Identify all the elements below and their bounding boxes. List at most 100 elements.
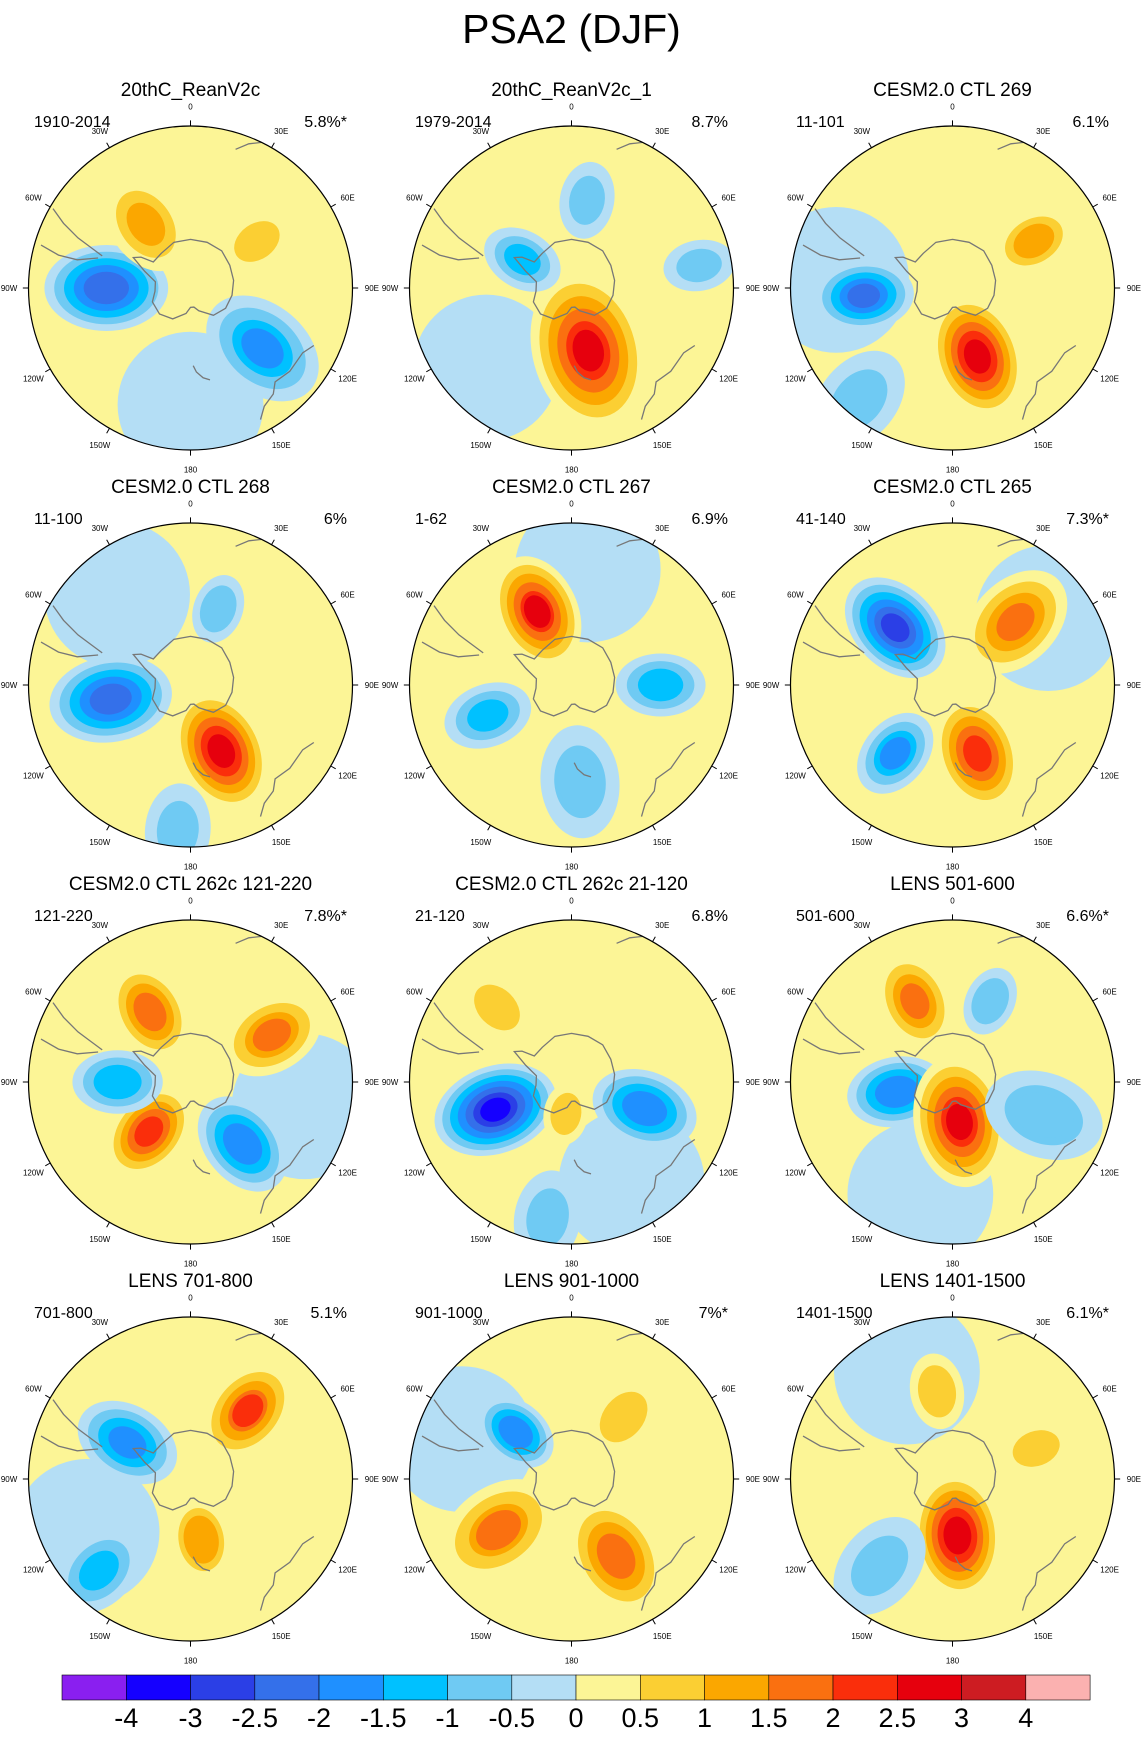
- colorbar-tick-label: 1: [696, 1703, 713, 1733]
- weak-anomaly: [44, 523, 190, 668]
- contour-level: [879, 1079, 914, 1105]
- lon-label: 150E: [272, 1632, 291, 1641]
- panel-title: LENS 901-1000: [503, 1271, 640, 1292]
- lon-label: 60E: [721, 590, 735, 599]
- panel-variance: 6.1%: [1072, 114, 1109, 131]
- contour-level: [850, 1535, 909, 1597]
- lon-tick: [487, 1333, 491, 1339]
- lon-label: 120E: [719, 1566, 738, 1575]
- colorbar-tick-label: -1: [435, 1703, 460, 1733]
- lon-label: 0: [950, 1294, 955, 1303]
- lon-label: 90W: [382, 1475, 399, 1484]
- lon-label: 0: [569, 103, 574, 112]
- lon-label: 150E: [653, 441, 672, 450]
- lon-label: 30E: [1036, 1318, 1050, 1327]
- contour-level: [945, 1519, 970, 1552]
- lon-label: 30E: [1036, 524, 1050, 533]
- lon-label: 60W: [787, 1384, 804, 1393]
- lon-label: 150E: [272, 441, 291, 450]
- polar-map: 0 30E 60E 90E 120E 150E 180 150W 120W 90W 60W 30W: [382, 500, 760, 872]
- lon-tick: [711, 1162, 717, 1167]
- lon-label: 90W: [1, 1078, 18, 1087]
- panel-title: CESM2.0 CTL 265: [873, 477, 1032, 498]
- contour-level: [523, 595, 551, 628]
- lon-tick: [1092, 600, 1098, 605]
- contour-level: [480, 1097, 511, 1122]
- panel-title: CESM2.0 CTL 267: [492, 477, 651, 498]
- panel-title: CESM2.0 CTL 262c 121-220: [68, 874, 313, 895]
- panel-title: CESM2.0 CTL 269: [873, 80, 1032, 101]
- lon-tick: [45, 1162, 51, 1167]
- lon-label: 90W: [763, 1078, 780, 1087]
- lon-tick: [45, 765, 51, 770]
- lon-label: 30W: [473, 127, 490, 136]
- lon-tick: [807, 368, 813, 373]
- lon-tick: [711, 1394, 717, 1399]
- lon-label: 120W: [23, 1169, 44, 1178]
- polar-map: 0 30E 60E 90E 120E 150E 180 150W 120W 90W 60W 30W: [763, 1294, 1141, 1666]
- lon-label: 120W: [404, 375, 425, 384]
- lon-tick: [106, 1333, 110, 1339]
- colorbar-tick-label: -4: [114, 1703, 139, 1733]
- coastline: [512, 1429, 616, 1511]
- lon-label: 180: [946, 1656, 960, 1665]
- lon-tick: [807, 203, 813, 208]
- contour-level: [879, 737, 911, 770]
- coastline: [573, 1159, 592, 1175]
- map-panel: LENS 901-1000 901-1000 7%* 0 30E 60E 90E 120E 15…: [381, 1191, 762, 1665]
- panel-variance: 7.3%*: [1066, 511, 1109, 528]
- lon-label: 90E: [1127, 284, 1141, 293]
- colorbar-tick-label: -2.5: [231, 1703, 279, 1733]
- coastline: [421, 641, 480, 658]
- colorbar-labels: -4 -3 -2.5 -2 -1.5 -1 -0.5 0 0.5 1 1.5 2 2.5 3 4: [0, 1702, 1143, 1736]
- lon-tick: [807, 765, 813, 770]
- panel-period: 41-140: [796, 511, 846, 528]
- coastline: [131, 238, 235, 320]
- lon-tick: [487, 936, 491, 942]
- panel-variance: 8.7%: [691, 114, 728, 131]
- lon-tick: [330, 600, 336, 605]
- polar-map: 0 30E 60E 90E 120E 150E 180 150W 120W 90W 60W 30W: [763, 897, 1141, 1269]
- lon-label: 60W: [25, 193, 42, 202]
- lon-label: 90W: [763, 681, 780, 690]
- coastline: [433, 208, 484, 257]
- lon-label: 60W: [787, 987, 804, 996]
- lon-tick: [487, 428, 491, 434]
- lon-tick: [1033, 539, 1037, 545]
- lon-tick: [271, 1333, 275, 1339]
- colorbar-tick-label: 0: [568, 1703, 584, 1733]
- lon-label: 180: [184, 465, 198, 474]
- coastline: [52, 1399, 103, 1448]
- panel-period: 701-800: [34, 1305, 93, 1322]
- lon-tick: [106, 1619, 110, 1625]
- lon-label: 150E: [1034, 1632, 1053, 1641]
- contour-level: [235, 222, 279, 261]
- coastline: [616, 935, 643, 944]
- panel-title: CESM2.0 CTL 268: [111, 477, 270, 498]
- coastline: [954, 365, 973, 381]
- lon-label: 90E: [746, 1078, 760, 1087]
- coastline: [997, 141, 1024, 150]
- panel-variance: 6%: [323, 511, 347, 528]
- contour-level: [501, 1418, 530, 1446]
- contour-level: [1016, 1432, 1057, 1465]
- contour-level: [252, 1018, 292, 1052]
- coastline: [512, 1032, 616, 1114]
- lon-tick: [807, 1559, 813, 1564]
- map-panel: LENS 1401-1500 1401-1500 6.1%* 0 30E 60E 90E 12…: [762, 1191, 1143, 1666]
- lon-tick: [711, 765, 717, 770]
- lon-label: 0: [569, 897, 574, 906]
- coastline: [640, 1138, 696, 1214]
- lon-label: 150W: [851, 838, 872, 847]
- contour-level: [227, 1127, 259, 1161]
- lon-tick: [652, 1333, 656, 1339]
- contour-level: [569, 175, 605, 225]
- lon-label: 30W: [473, 524, 490, 533]
- lon-tick: [271, 825, 275, 831]
- coastline: [40, 1435, 99, 1452]
- lon-label: 90E: [365, 284, 379, 293]
- lon-tick: [711, 368, 717, 373]
- lon-label: 150W: [89, 1235, 110, 1244]
- lon-tick: [868, 539, 872, 545]
- lon-label: 90E: [365, 1078, 379, 1087]
